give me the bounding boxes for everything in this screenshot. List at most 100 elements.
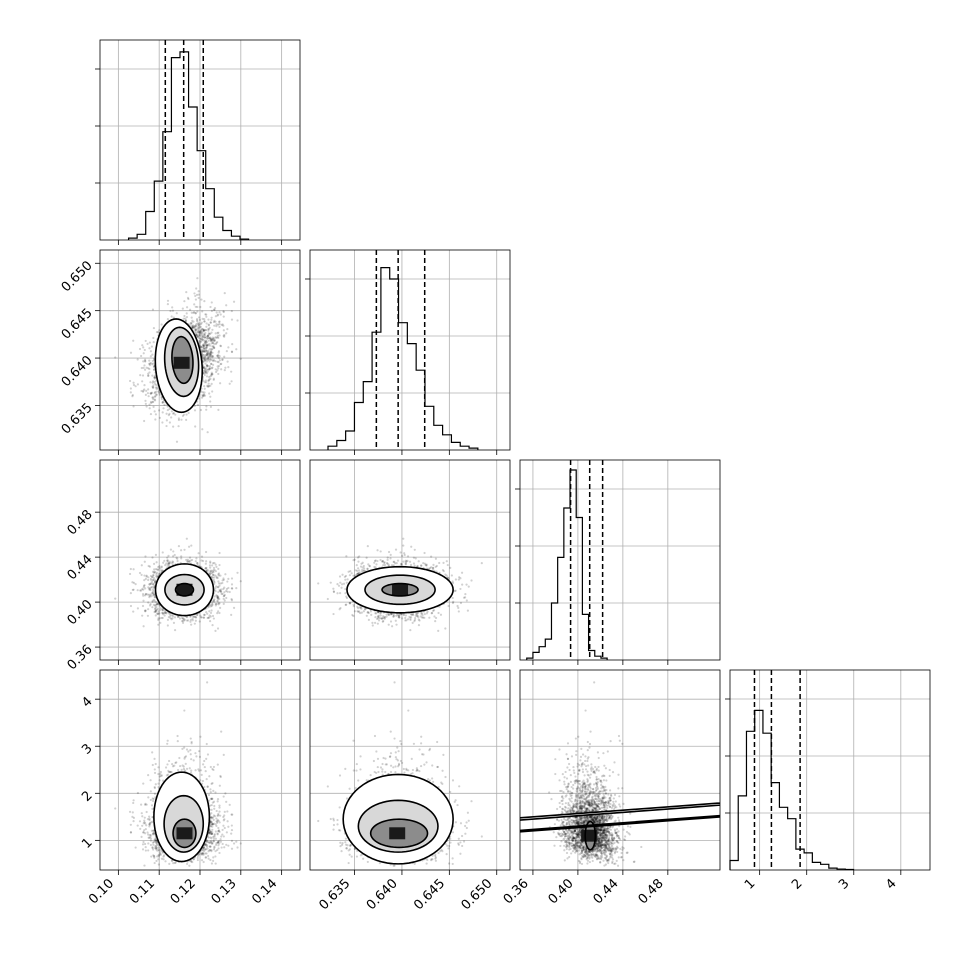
sample-point — [206, 335, 210, 338]
sample-point — [166, 408, 169, 412]
sample-point — [157, 568, 160, 571]
sample-point — [205, 358, 208, 362]
sample-point — [230, 587, 233, 590]
sample-point — [220, 362, 223, 365]
sample-point — [211, 345, 214, 348]
sample-point — [142, 366, 145, 369]
sample-point — [198, 331, 202, 334]
sample-point — [143, 419, 146, 423]
sample-point — [217, 567, 220, 570]
sample-point — [218, 354, 221, 358]
sample-point — [209, 339, 213, 342]
sample-point — [197, 323, 201, 326]
sample-point — [206, 612, 209, 615]
sample-point — [153, 594, 156, 597]
sample-point — [172, 316, 175, 319]
sample-point — [203, 385, 206, 388]
sample-point — [153, 365, 156, 368]
sample-point — [223, 591, 226, 594]
sample-point — [202, 356, 205, 360]
sample-point — [205, 566, 208, 570]
sample-point — [219, 313, 222, 316]
sample-point — [206, 335, 209, 338]
sample-point — [155, 601, 158, 604]
sample-point — [190, 544, 193, 547]
sample-point — [189, 620, 192, 623]
sample-point — [193, 325, 196, 328]
sample-point — [202, 330, 205, 333]
sample-point — [191, 615, 195, 618]
sample-point — [172, 561, 175, 564]
contour-line-3 — [171, 335, 194, 385]
sample-point — [193, 409, 197, 412]
sample-point — [134, 385, 137, 388]
sample-point — [212, 308, 216, 311]
sample-point — [205, 365, 208, 368]
sample-point — [161, 611, 164, 615]
sample-point — [225, 350, 228, 353]
sample-point — [149, 412, 153, 416]
sample-point — [151, 386, 155, 390]
sample-point — [235, 587, 238, 590]
sample-point — [155, 331, 159, 334]
sample-point — [207, 355, 210, 358]
sample-point — [149, 582, 152, 585]
sample-point — [155, 383, 158, 387]
sample-point — [219, 382, 222, 385]
sample-point — [195, 333, 198, 336]
sample-point — [151, 308, 155, 311]
sample-point — [210, 604, 213, 608]
sample-point — [145, 574, 148, 577]
sample-point — [204, 341, 207, 344]
sample-point — [140, 389, 143, 393]
sample-point — [212, 337, 216, 340]
sample-point — [204, 369, 208, 373]
sample-point — [188, 559, 191, 563]
sample-point — [200, 298, 203, 301]
sample-point — [216, 340, 219, 344]
sample-point — [153, 608, 157, 611]
sample-point — [201, 395, 204, 398]
sample-point — [170, 561, 173, 564]
sample-point — [216, 334, 219, 337]
sample-point — [196, 331, 199, 334]
sample-point — [209, 349, 213, 352]
sample-point — [216, 354, 219, 357]
sample-point — [203, 613, 206, 616]
sample-point — [217, 590, 220, 594]
sample-point — [219, 363, 222, 366]
sample-point — [216, 313, 220, 316]
sample-point — [155, 575, 158, 578]
sample-point — [160, 565, 163, 568]
sample-point — [180, 418, 183, 421]
sample-point — [218, 611, 221, 615]
sample-point — [197, 316, 201, 319]
sample-point — [213, 574, 217, 577]
sample-point — [185, 418, 188, 421]
sample-point — [175, 312, 178, 315]
sample-point — [167, 562, 170, 565]
sample-point — [157, 617, 160, 620]
sample-point — [205, 350, 208, 353]
sample-point — [210, 351, 213, 354]
sample-point — [198, 331, 201, 335]
sample-point — [208, 342, 211, 346]
sample-point — [204, 371, 207, 375]
sample-point — [197, 290, 200, 293]
sample-point — [152, 574, 155, 577]
sample-point — [153, 382, 157, 385]
sample-point — [199, 337, 203, 340]
sample-point — [211, 373, 214, 376]
sample-point — [197, 336, 201, 340]
sample-point — [198, 325, 201, 329]
sample-point — [210, 316, 213, 319]
sample-point — [149, 381, 152, 384]
sample-point — [230, 318, 234, 321]
sample-point — [185, 616, 189, 619]
sample-point — [143, 594, 147, 597]
sample-point — [161, 611, 164, 614]
sample-point — [212, 562, 215, 565]
sample-point — [212, 578, 215, 581]
sample-point — [216, 599, 219, 602]
sample-point — [197, 323, 200, 326]
